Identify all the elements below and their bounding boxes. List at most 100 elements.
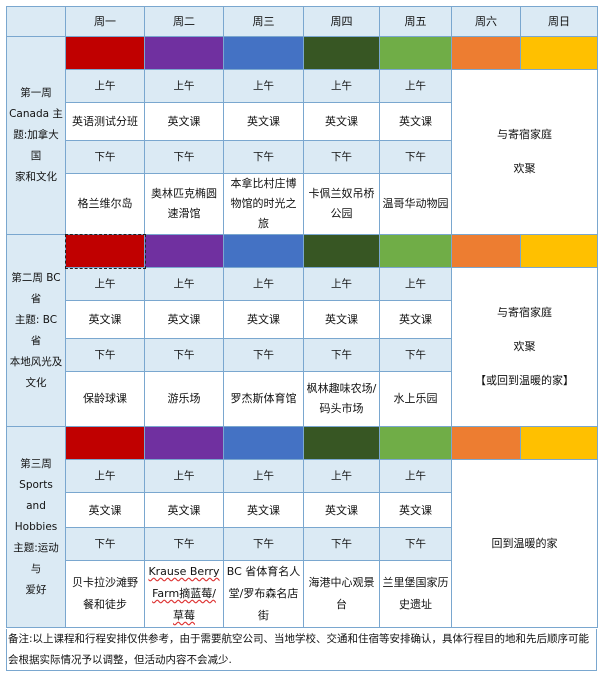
week-label: 第二周 BC 省主题: BC 省本地风光及 文化	[6, 234, 66, 427]
week-label-line: 题:加拿大国	[13, 129, 59, 162]
morning-activity: 英文课	[223, 102, 304, 141]
footnote: 备注:以上课程和行程安排仅供参考，由于需要航空公司、当地学校、交通和住宿等安排确…	[6, 629, 597, 671]
week-label-line: 本地风光及	[9, 355, 63, 368]
pm-activity-row: 格兰维尔岛 奥林匹克椭圆速滑馆 本拿比村庄博物馆的时光之旅 卡佩兰奴吊桥公园 温哥华动物…	[7, 173, 598, 235]
morning-activity: 英语测试分班	[65, 102, 145, 141]
morning-label: 上午	[223, 459, 304, 493]
am-label-row: 上午 上午 上午 上午 上午 回到温暖的家	[7, 459, 598, 628]
morning-label: 上午	[144, 69, 224, 103]
morning-label: 上午	[223, 267, 304, 301]
morning-label: 上午	[379, 459, 452, 493]
afternoon-label: 下午	[65, 140, 145, 174]
day-header: 周一	[65, 6, 145, 37]
am-label-row: 上午 上午 上午 上午 上午 与寄宿家庭 欢聚	[7, 69, 598, 235]
afternoon-activity: 贝卡拉沙滩野餐和徒步	[65, 560, 145, 628]
day-header: 周四	[303, 6, 380, 37]
morning-label: 上午	[144, 267, 224, 301]
weekend-line: 回到温暖的家	[491, 536, 558, 550]
afternoon-activity: BC 省体育名人堂/罗布森名店街	[223, 560, 304, 628]
afternoon-label: 下午	[303, 338, 380, 372]
day-color-swatch	[520, 426, 598, 460]
week-label-line: Sports and	[19, 478, 53, 512]
day-color-swatch	[451, 234, 521, 268]
week-label-line: 爱好	[25, 583, 47, 596]
morning-label: 上午	[303, 459, 380, 493]
afternoon-activity: 卡佩兰奴吊桥公园	[303, 173, 380, 235]
afternoon-activity: 奥林匹克椭圆速滑馆	[144, 173, 224, 235]
morning-label: 上午	[303, 267, 380, 301]
afternoon-label: 下午	[223, 140, 304, 174]
morning-activity: 英文课	[303, 300, 380, 339]
day-color-swatch	[303, 36, 380, 70]
day-color-swatch	[451, 426, 521, 460]
morning-activity: 英文课	[223, 492, 304, 528]
afternoon-label: 下午	[379, 527, 452, 561]
morning-label: 上午	[379, 267, 452, 301]
morning-activity: 英文课	[379, 102, 452, 141]
week-label-line: Canada 主	[9, 108, 63, 120]
schedule-table: 周一 周二 周三 周四 周五 周六 周日 第一周 Canada 主题:加拿大国 家和…	[6, 6, 598, 628]
afternoon-label: 下午	[144, 140, 224, 174]
day-color-swatch	[379, 426, 452, 460]
am-activity-row: 英语测试分班 英文课 英文课 英文课 英文课	[7, 102, 598, 141]
afternoon-label: 下午	[303, 140, 380, 174]
morning-activity: 英文课	[65, 492, 145, 528]
week-label-line: 主题: BC 省	[14, 313, 58, 347]
morning-activity: 英文课	[379, 300, 452, 339]
morning-label: 上午	[65, 69, 145, 103]
week-label-line: 家和文化	[15, 171, 57, 183]
morning-activity: 英文课	[379, 492, 452, 528]
afternoon-label: 下午	[223, 527, 304, 561]
afternoon-label: 下午	[303, 527, 380, 561]
week-label-line: 主题:运动与	[13, 541, 59, 575]
morning-activity: 英文课	[303, 492, 380, 528]
morning-activity: 英文课	[303, 102, 380, 141]
morning-activity: 英文课	[144, 102, 224, 141]
pm-label-row: 下午 下午 下午 下午 下午	[7, 338, 598, 372]
am-activity-row: 英文课 英文课 英文课 英文课 英文课	[7, 492, 598, 528]
morning-activity: 英文课	[223, 300, 304, 339]
afternoon-activity: 罗杰斯体育馆	[223, 371, 304, 427]
day-color-swatch	[144, 36, 224, 70]
morning-label: 上午	[303, 69, 380, 103]
weekend-cell: 回到温暖的家	[451, 459, 598, 628]
afternoon-activity: Krause Berry Farm摘蓝莓/草莓	[144, 560, 224, 628]
color-row: 第三周 Sports and Hobbies 主题:运动与 爱好	[6, 426, 598, 628]
morning-label: 上午	[379, 69, 452, 103]
corner-cell	[6, 6, 66, 37]
day-color-swatch	[303, 426, 380, 460]
afternoon-label: 下午	[379, 140, 452, 174]
pm-label-row: 下午 下午 下午 下午 下午	[7, 527, 598, 561]
pm-activity-row: 保龄球课 游乐场 罗杰斯体育馆 枫林趣味农场/码头市场 水上乐园	[7, 371, 598, 427]
pm-activity-row: 贝卡拉沙滩野餐和徒步 Krause Berry Farm摘蓝莓/草莓 BC 省体育名…	[7, 560, 598, 628]
afternoon-activity: 保龄球课	[65, 371, 145, 427]
afternoon-activity: 本拿比村庄博物馆的时光之旅	[223, 173, 304, 235]
afternoon-activity: 兰里堡国家历史遗址	[379, 560, 452, 628]
afternoon-activity: 海港中心观景台	[303, 560, 380, 628]
header-row: 周一 周二 周三 周四 周五 周六 周日	[6, 6, 598, 37]
afternoon-label: 下午	[223, 338, 304, 372]
weekend-line: 与寄宿家庭	[497, 306, 552, 319]
day-color-swatch	[65, 36, 145, 70]
day-color-swatch	[223, 426, 304, 460]
weekend-line: 欢聚	[513, 162, 536, 175]
afternoon-activity: 水上乐园	[379, 371, 452, 427]
week-label-line: 文化	[25, 376, 47, 389]
afternoon-activity: 温哥华动物园	[379, 173, 452, 235]
afternoon-label: 下午	[144, 338, 224, 372]
morning-label: 上午	[144, 459, 224, 493]
am-label-row: 上午 上午 上午 上午 上午 与寄宿家庭 欢聚 【或回到温暖的家】	[7, 267, 598, 427]
afternoon-activity: 格兰维尔岛	[65, 173, 145, 235]
weekend-line: 与寄宿家庭	[497, 128, 552, 141]
day-header: 周五	[379, 6, 452, 37]
color-row: 第一周 Canada 主题:加拿大国 家和文化	[6, 36, 598, 235]
day-color-swatch	[65, 426, 145, 460]
day-color-swatch	[144, 426, 224, 460]
pm-label-row: 下午 下午 下午 下午 下午	[7, 140, 598, 174]
color-row: 第二周 BC 省主题: BC 省本地风光及 文化	[6, 233, 598, 427]
day-color-swatch	[379, 36, 452, 70]
afternoon-label: 下午	[144, 527, 224, 561]
day-header: 周三	[223, 6, 304, 37]
morning-activity: 英文课	[65, 300, 145, 339]
week-label: 第一周 Canada 主题:加拿大国 家和文化	[6, 36, 66, 235]
